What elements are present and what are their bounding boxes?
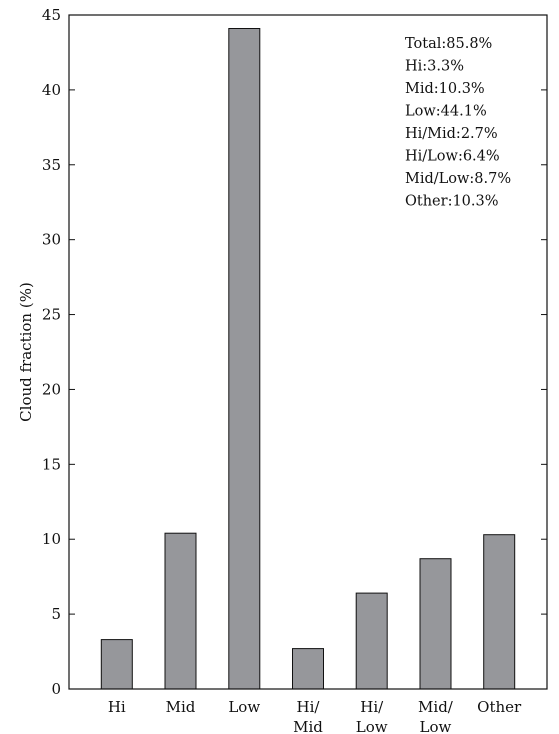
x-tick-label-line: Mid/ (418, 698, 454, 716)
y-tick-label: 30 (42, 231, 61, 249)
x-tick-label: Hi/Low (356, 698, 388, 734)
y-tick-label: 45 (42, 6, 61, 24)
y-axis-label: Cloud fraction (%) (17, 282, 35, 422)
x-tick-label: Low (228, 698, 260, 716)
x-tick-label-line: Mid (293, 718, 323, 734)
annotation-line: Hi:3.3% (405, 59, 464, 75)
annotation-line: Mid/Low:8.7% (405, 171, 511, 187)
bar-hi (100, 639, 133, 690)
bar-other (483, 534, 516, 690)
y-tick-label: 0 (51, 680, 61, 698)
annotation-line: Mid:10.3% (405, 81, 485, 97)
bar-midlow (419, 558, 452, 690)
annotation-line: Total:85.8% (405, 36, 492, 52)
bar-himid (292, 648, 324, 690)
y-tick-label: 25 (42, 306, 61, 324)
x-tick-label-line: Low (420, 718, 452, 734)
x-tick-label-line: Mid (166, 698, 196, 716)
y-tick-label: 5 (51, 605, 61, 623)
y-tick-label: 40 (42, 81, 61, 99)
annotation-line: Low:44.1% (405, 104, 487, 120)
bar-low (228, 28, 261, 690)
annotation-box: Total:85.8% Hi:3.3% Mid:10.3% Low:44.1% Hi/M… (405, 36, 511, 210)
axes-group (68, 14, 548, 690)
bar-mid (164, 532, 197, 690)
bars-group (100, 28, 516, 690)
y-ticks-group: 0 5 10 15 20 25 30 35 40 45 (42, 6, 547, 698)
x-tick-label-line: Hi/ (297, 698, 321, 716)
x-tick-label-line: Hi/ (360, 698, 384, 716)
plot-frame (68, 14, 548, 690)
x-tick-label: Other (477, 698, 522, 716)
x-tick-label: Mid (166, 698, 196, 716)
x-tick-label-line: Low (356, 718, 388, 734)
y-tick-label: 15 (42, 455, 61, 473)
y-tick-label: 20 (42, 380, 61, 398)
y-tick-label: 35 (42, 156, 61, 174)
x-tick-label-line: Hi (108, 698, 126, 716)
x-tick-label-line: Low (228, 698, 260, 716)
x-tick-label: Hi (108, 698, 126, 716)
bar-hilow (355, 592, 388, 690)
y-tick-label: 10 (42, 530, 61, 548)
annotation-line: Other:10.3% (405, 194, 499, 210)
annotation-line: Hi/Mid:2.7% (405, 126, 498, 142)
x-tick-label: Mid/Low (418, 698, 454, 734)
x-tick-label-line: Other (477, 698, 522, 716)
x-tick-label: Hi/Mid (293, 698, 323, 734)
annotation-line: Hi/Low:6.4% (405, 149, 500, 165)
